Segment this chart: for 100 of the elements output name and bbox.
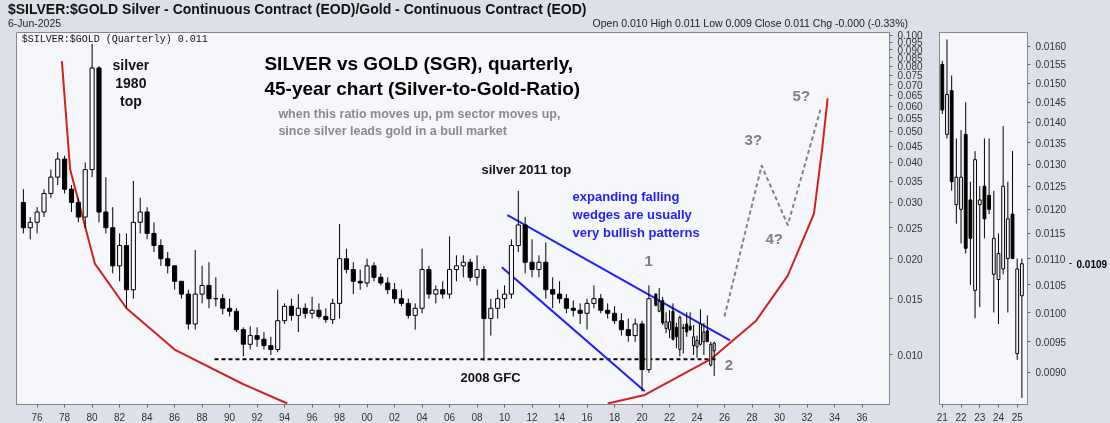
annotation: 1 — [644, 251, 653, 269]
x-tick-label: 24 — [992, 411, 1005, 423]
y-tick-label: 0.070 — [897, 79, 923, 91]
annotation: 2008 GFC — [460, 370, 522, 386]
candlestick — [240, 326, 246, 357]
x-tick-label: 34 — [828, 411, 841, 423]
candlestick — [453, 254, 459, 282]
chart-title: $SILVER:$GOLD Silver - Continuous Contract (EOD)/Gold - Continuous Contract (EOD) — [8, 1, 587, 17]
text: 0.0109 — [1076, 258, 1108, 270]
candlestick — [668, 309, 672, 339]
annotation: expanding falling wedges are usually very bullish patterns — [571, 189, 700, 241]
y-tick-label: 0.0100 — [1035, 307, 1067, 319]
annotation: 3? — [744, 130, 763, 148]
y-tick-label: 0.0115 — [1035, 228, 1066, 240]
x-tick-label: 26 — [718, 411, 731, 423]
y-tick-label: 0.075 — [897, 70, 923, 82]
candlestick — [618, 312, 624, 337]
x-tick-label: 23 — [974, 411, 986, 423]
y-tick-label: 0.015 — [897, 293, 923, 305]
x-tick-label: 20 — [636, 411, 649, 423]
y-tick-label: 0.0150 — [1035, 78, 1067, 90]
candlestick — [702, 322, 706, 356]
x-tick-label: 22 — [663, 411, 676, 423]
y-tick-label: 0.025 — [897, 222, 923, 234]
y-tick-label: 0.0135 — [1035, 137, 1067, 149]
chart-subtitle: 6-Jun-2025 — [8, 17, 63, 30]
x-tick-label: 18 — [608, 411, 621, 423]
x-tick-label: 16 — [581, 411, 594, 423]
x-tick-label: 28 — [746, 411, 759, 423]
candlestick — [288, 298, 295, 322]
x-tick-label: 80 — [86, 411, 99, 423]
x-tick-label: 84 — [141, 411, 154, 423]
x-tick-label: 30 — [773, 411, 786, 423]
x-tick-label: 88 — [196, 411, 209, 423]
y-tick-label: 0.0140 — [1035, 117, 1067, 129]
y-tick-label: 0.040 — [897, 157, 923, 169]
x-tick-label: 08 — [471, 411, 484, 423]
candlestick — [172, 265, 178, 291]
candlestick — [282, 302, 288, 325]
candlestick — [34, 206, 40, 234]
y-tick-label: 0.055 — [897, 113, 923, 125]
x-tick-label: 32 — [801, 411, 814, 423]
annotation: SILVER vs GOLD (SGR), quarterly, 45-year chart (Silver-to-Gold-Ratio) — [264, 52, 581, 100]
y-tick-label: 0.0095 — [1035, 336, 1067, 348]
x-tick-label: 76 — [31, 411, 44, 423]
y-tick-label: 0.035 — [897, 176, 923, 188]
y-tick-label: 0.0160 — [1035, 41, 1067, 53]
x-tick-label: 78 — [59, 411, 71, 423]
x-tick-label: 92 — [251, 411, 264, 423]
x-tick-label: 06 — [444, 411, 456, 423]
candlestick — [220, 293, 226, 315]
annotation: silver 1980 top — [112, 56, 150, 110]
y-tick-label: 0.0120 — [1035, 204, 1067, 216]
candlestick — [563, 293, 569, 314]
y-tick-label: 0.020 — [897, 253, 923, 265]
x-tick-label: 96 — [306, 411, 319, 423]
x-tick-label: 14 — [553, 411, 566, 423]
x-tick-label: 02 — [389, 411, 401, 423]
y-tick-label: 0.010 — [897, 349, 923, 361]
x-tick-label: 94 — [279, 411, 291, 423]
candlestick — [392, 282, 398, 304]
x-tick-label: 86 — [169, 411, 181, 423]
y-tick-label: 0.080 — [897, 61, 923, 73]
y-tick-label: 0.065 — [897, 90, 923, 102]
y-tick-label: 0.0125 — [1035, 181, 1067, 193]
candlestick — [27, 216, 33, 240]
annotation: silver 2011 top — [481, 161, 572, 177]
x-tick-label: 25 — [1011, 411, 1024, 423]
x-tick-label: 98 — [334, 411, 346, 423]
candlestick — [692, 324, 696, 356]
y-tick-label: 0.045 — [897, 141, 923, 153]
y-tick-label: 0.050 — [897, 126, 923, 138]
text: Open 0.010 High 0.011 Low 0.009 Close 0.011 Chg -0.000 (-0.33%) — [592, 17, 908, 30]
candlestick — [233, 307, 240, 333]
y-tick-label: 0.0155 — [1035, 59, 1067, 71]
x-tick-label: 90 — [224, 411, 236, 423]
x-tick-label: 24 — [691, 411, 704, 423]
candlestick — [556, 280, 563, 304]
annotation: $SILVER:$GOLD (Quarterly) 0.011 — [21, 33, 208, 45]
annotation: 5? — [792, 87, 811, 105]
y-tick-label: 0.060 — [897, 101, 923, 113]
candlestick — [68, 184, 75, 213]
x-tick-label: 00 — [361, 411, 374, 423]
x-tick-label: 82 — [114, 411, 126, 423]
x-tick-label: 21 — [936, 411, 949, 423]
annotation: when this ratio moves up, pm sector moves up, since silver leads gold in a bull market — [277, 106, 561, 138]
candlestick — [117, 232, 123, 282]
y-tick-label: 0.0090 — [1035, 367, 1067, 379]
x-tick-label: 36 — [856, 411, 868, 423]
y-tick-label: 0.0110 — [1035, 253, 1066, 265]
x-tick-label: 04 — [416, 411, 429, 423]
y-tick-label: 0.030 — [897, 197, 923, 209]
y-tick-label: 0.0130 — [1035, 159, 1067, 171]
candlestick — [75, 197, 81, 223]
line-series — [723, 107, 822, 318]
x-tick-label: 10 — [498, 411, 511, 423]
x-tick-label: 22 — [955, 411, 968, 423]
annotation: 2 — [724, 356, 734, 374]
candlestick — [343, 248, 350, 274]
candlestick — [501, 284, 508, 309]
